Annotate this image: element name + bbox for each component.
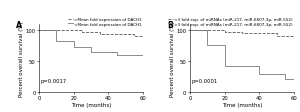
Text: A: A [16,21,22,30]
Text: B: B [167,21,173,30]
X-axis label: Time (months): Time (months) [71,102,111,107]
Legend: <3 fold exp. of miRNAs (miR-217, miR-6807-3p, miR-552), >3 fold exp. of miRNAs (: <3 fold exp. of miRNAs (miR-217, miR-680… [168,18,293,27]
Y-axis label: Percent overall survival (%): Percent overall survival (%) [170,21,175,96]
X-axis label: Time (months): Time (months) [222,102,262,107]
Legend: >Mean fold expression of DACH1, <Mean fold expression of DACH1: >Mean fold expression of DACH1, <Mean fo… [68,18,142,27]
Y-axis label: Percent overall survival (%): Percent overall survival (%) [19,21,24,96]
Text: p=0.0001: p=0.0001 [192,79,218,84]
Text: p=0.0017: p=0.0017 [41,79,67,84]
